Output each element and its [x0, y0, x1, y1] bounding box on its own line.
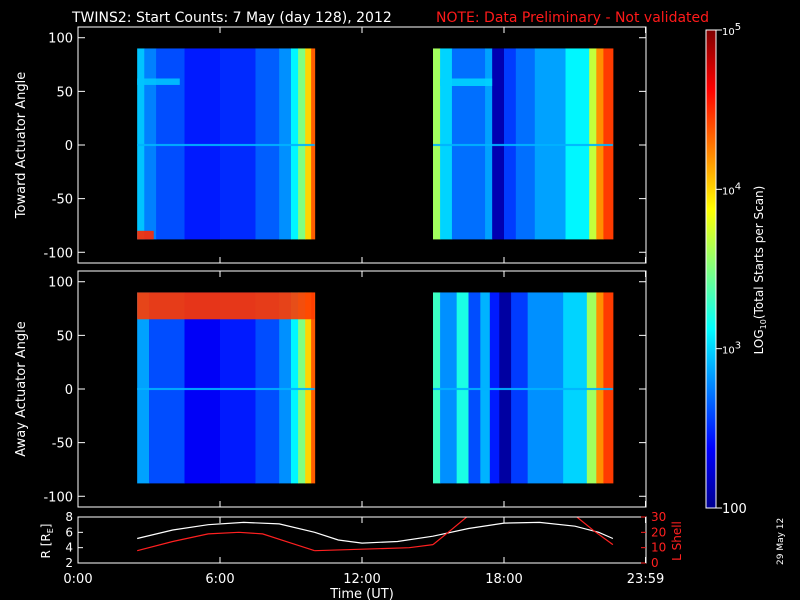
away-feature: [137, 292, 315, 320]
radius-tick-label: 4: [65, 541, 73, 555]
time-tick-label: 23:59: [627, 572, 664, 587]
toward-angle-panel: -100 -50 0 50 100 Toward Actuator Angle: [14, 26, 647, 264]
away-y-tick-label: -100: [43, 490, 73, 505]
toward-y-tick-label: -100: [43, 246, 73, 261]
away-y-axis: -100 -50 0 50 100: [43, 276, 646, 505]
lshell-tick-label: 20: [651, 525, 666, 539]
time-axis: 0:00 6:00 12:00 18:00 23:59: [63, 517, 664, 587]
figure-title: TWINS2: Start Counts: 7 May (day 128), 2…: [71, 10, 392, 26]
time-tick-label: 0:00: [63, 572, 92, 587]
toward-feature: [433, 143, 613, 147]
toward-feature: [137, 230, 154, 240]
away-heatmap: [137, 292, 614, 484]
toward-y-tick-label: -50: [52, 193, 73, 208]
lshell-line: [137, 531, 315, 552]
toward-heatmap: [137, 48, 614, 240]
lshell-line: [575, 517, 614, 546]
colorbar-gradient: [706, 30, 716, 508]
date-stamp: 29 May 12: [776, 518, 786, 565]
lshell-line: [432, 517, 468, 546]
toward-x-ticks: [77, 27, 647, 263]
toward-feature: [440, 78, 493, 86]
radius-line: [137, 521, 614, 544]
time-tick-label: 6:00: [205, 572, 234, 587]
toward-y-axis-label: Toward Actuator Angle: [14, 72, 29, 219]
lshell-axis-label: L Shell: [670, 521, 684, 561]
toward-y-tick-label: 100: [48, 32, 73, 47]
colorbar: 105 104 103 100 LOG10(Total Starts per Scan…: [705, 22, 768, 517]
lshell-tick-label: 30: [651, 510, 666, 524]
away-x-ticks: [77, 271, 647, 507]
lshell-line: [314, 544, 434, 552]
ephemeris-lines: [137, 517, 614, 552]
away-feature: [433, 387, 613, 391]
colorbar-tick-label: 104: [722, 181, 741, 197]
colorbar-frame: [705, 29, 717, 509]
toward-feature: [137, 78, 180, 85]
away-y-tick-label: 50: [56, 329, 73, 344]
time-axis-label: Time (UT): [329, 587, 394, 600]
away-y-axis-label: Away Actuator Angle: [14, 321, 29, 456]
time-tick-label: 12:00: [343, 572, 380, 587]
colorbar-tick-label: 105: [722, 22, 741, 38]
colorbar-tick-label: 103: [722, 341, 741, 357]
colorbar-tick-label: 100: [722, 502, 747, 517]
radius-tick-label: 2: [65, 556, 73, 570]
toward-y-tick-label: 50: [56, 85, 73, 100]
toward-y-tick-label: 0: [65, 139, 73, 154]
radius-axis-label: R [RE]: [39, 524, 55, 559]
lshell-tick-label: 0: [651, 556, 659, 570]
radius-tick-label: 8: [65, 510, 73, 524]
radius-axis: 24 68: [65, 510, 83, 570]
away-y-tick-label: 0: [65, 383, 73, 398]
time-tick-label: 18:00: [485, 572, 522, 587]
colorbar-label: LOG10(Total Starts per Scan): [752, 186, 768, 355]
lshell-tick-label: 10: [651, 541, 666, 555]
toward-feature: [137, 143, 315, 147]
preliminary-note: NOTE: Data Preliminary - Not validated: [436, 10, 709, 26]
away-y-tick-label: 100: [48, 276, 73, 291]
colorbar-ticks: 105 104 103 100: [716, 22, 747, 517]
away-angle-panel: -100 -50 0 50 100 Away Actuator Angle: [14, 270, 647, 508]
away-y-tick-label: -50: [52, 437, 73, 452]
away-feature: [137, 387, 315, 391]
radius-tick-label: 6: [65, 525, 73, 539]
toward-y-axis: -100 -50 0 50 100: [43, 32, 646, 261]
